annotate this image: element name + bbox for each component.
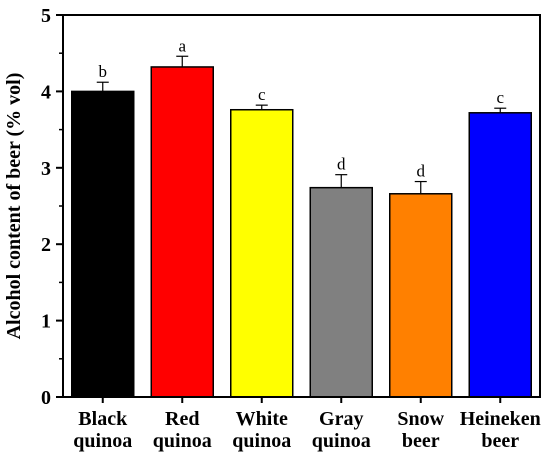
x-category-label: Heineken [460, 408, 541, 430]
y-tick-label: 5 [41, 5, 51, 27]
bar [71, 90, 135, 398]
bar [309, 186, 373, 398]
bar [230, 108, 294, 398]
y-tick-label: 4 [41, 81, 51, 103]
axes-frame [62, 14, 541, 398]
x-category-label: quinoa [153, 430, 212, 452]
x-category-label: White [236, 408, 288, 430]
plot-area: 012345bBlackquinoaaRedquinoacWhitequinoa… [41, 5, 541, 452]
y-tick-label: 1 [41, 311, 51, 333]
y-axis-label: Alcohol content of beer (% vol) [3, 73, 25, 340]
x-category-label: Snow [397, 408, 444, 430]
x-category-label: beer [481, 430, 519, 452]
x-category-label: beer [402, 430, 440, 452]
x-category-label: quinoa [73, 430, 132, 452]
y-tick-label: 0 [41, 387, 51, 409]
significance-label: a [178, 36, 186, 55]
bar [389, 193, 453, 398]
y-tick-label: 3 [41, 158, 51, 180]
significance-label: b [99, 62, 108, 81]
x-category-label: Black [78, 408, 128, 430]
bar [468, 112, 532, 398]
x-category-label: Red [165, 408, 199, 430]
significance-label: c [496, 88, 504, 107]
significance-label: d [417, 162, 426, 181]
x-category-label: quinoa [232, 430, 291, 452]
bar [150, 66, 214, 398]
significance-label: d [337, 155, 346, 174]
significance-label: c [258, 85, 266, 104]
y-tick-label: 2 [41, 234, 51, 256]
x-category-label: Gray [319, 408, 363, 430]
x-category-label: quinoa [312, 430, 371, 452]
